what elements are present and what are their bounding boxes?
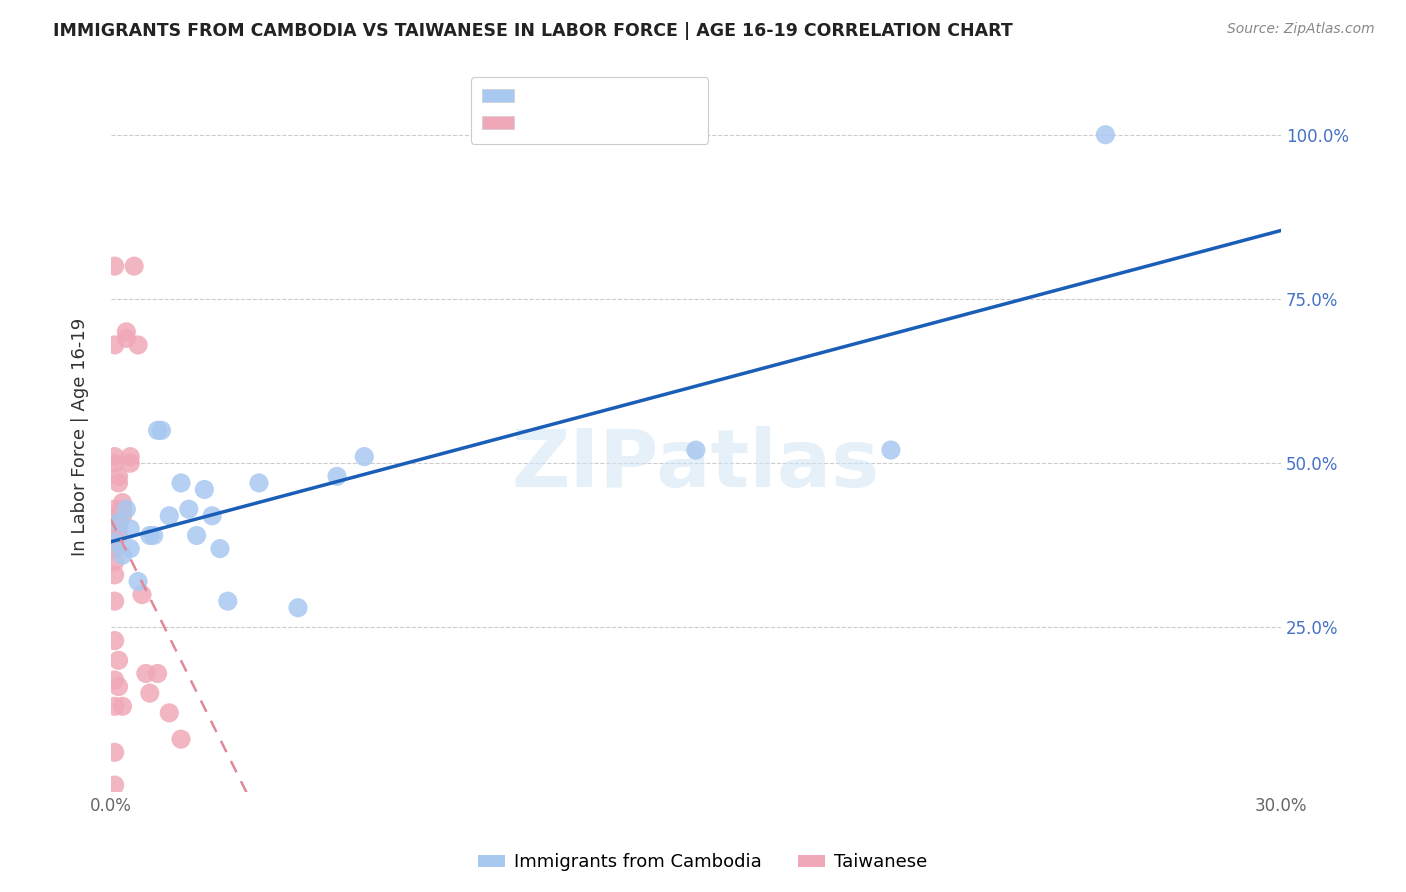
Point [139,528,162,542]
Point [104,528,127,542]
Point [104,778,127,792]
Point [120,456,142,470]
Point [111,699,134,714]
Point [146,423,169,437]
Point [104,633,127,648]
Point [107,522,129,536]
Point [104,502,127,516]
Point [104,338,127,352]
Point [104,567,127,582]
Point [107,528,129,542]
Text: 0.189: 0.189 [517,128,575,146]
Point [111,502,134,516]
Point [111,495,134,509]
Point [104,535,127,549]
Text: Source: ZipAtlas.com: Source: ZipAtlas.com [1227,22,1375,37]
Text: 42: 42 [609,128,633,146]
Point [193,483,215,497]
Point [111,508,134,523]
Point [131,588,153,602]
Point [104,673,127,687]
Point [122,259,145,273]
Point [104,259,127,273]
Point [201,508,224,523]
Point [326,469,349,483]
Point [170,475,193,490]
Point [115,331,138,345]
Point [104,450,127,464]
Point [685,443,707,458]
Point [177,502,200,516]
Point [127,574,149,589]
Point [146,666,169,681]
Legend: Immigrants from Cambodia, Taiwanese: Immigrants from Cambodia, Taiwanese [471,847,935,879]
Point [170,732,193,747]
Point [115,502,138,516]
Text: N =: N = [569,93,621,111]
Text: ZIPatlas: ZIPatlas [512,426,880,504]
Point [107,469,129,483]
Y-axis label: In Labor Force | Age 16-19: In Labor Force | Age 16-19 [72,318,89,556]
Point [104,594,127,608]
Point [107,475,129,490]
Text: 0.635: 0.635 [517,93,575,111]
Point [287,600,309,615]
Point [104,745,127,759]
Point [120,541,142,556]
Point [208,541,231,556]
Point [104,522,127,536]
Point [139,686,162,700]
Point [115,325,138,339]
Text: R =: R = [482,128,522,146]
Point [1094,128,1116,142]
Text: 26: 26 [609,93,633,111]
Point [104,528,127,542]
Point [880,443,903,458]
Point [107,680,129,694]
Point [104,508,127,523]
Text: IMMIGRANTS FROM CAMBODIA VS TAIWANESE IN LABOR FORCE | AGE 16-19 CORRELATION CHA: IMMIGRANTS FROM CAMBODIA VS TAIWANESE IN… [53,22,1014,40]
Point [217,594,239,608]
Legend:                               ,                               : , [471,77,709,144]
Point [353,450,375,464]
Point [107,653,129,667]
Point [104,516,127,530]
Point [157,508,180,523]
Point [120,522,142,536]
Point [142,528,165,542]
Point [247,475,270,490]
Point [127,338,149,352]
Point [111,548,134,562]
Point [104,456,127,470]
Point [150,423,173,437]
Point [120,450,142,464]
Point [157,706,180,720]
Text: R =: R = [482,93,522,111]
Text: N =: N = [569,128,621,146]
Point [135,666,157,681]
Point [186,528,208,542]
Point [104,555,127,569]
Point [107,516,129,530]
Point [104,541,127,556]
Point [104,699,127,714]
Point [104,535,127,549]
